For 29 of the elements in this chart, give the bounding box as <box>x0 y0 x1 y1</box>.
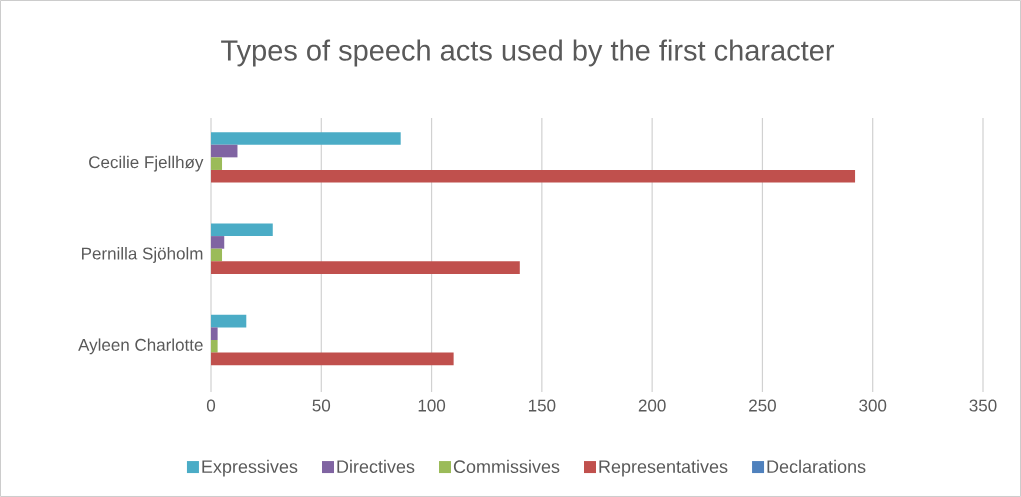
legend-label: Commissives <box>453 459 560 474</box>
y-tick-label: Ayleen Charlotte <box>78 338 203 355</box>
x-tick-label: 350 <box>969 399 997 412</box>
x-tick-label: 250 <box>749 399 776 412</box>
x-tick-label: 50 <box>312 399 331 412</box>
bar <box>211 327 218 341</box>
legend-label: Directives <box>337 459 415 474</box>
legend-label: Representatives <box>599 459 728 477</box>
bar <box>211 340 218 353</box>
y-tick-label: Pernilla Sjöholm <box>82 247 203 263</box>
chart-title: Types of speech acts used by the first character <box>221 39 835 67</box>
bar <box>211 157 223 170</box>
bar <box>211 236 225 249</box>
legend-label: Declarations <box>767 459 866 474</box>
x-tick-label: 0 <box>206 399 216 412</box>
bar <box>211 169 856 183</box>
bar <box>211 144 238 158</box>
bar <box>211 314 247 328</box>
x-tick-label: 300 <box>859 399 887 412</box>
bar <box>211 261 520 274</box>
y-tick-label: Cecilie Fjellhøy <box>89 155 204 172</box>
legend-label: Expressives <box>202 459 298 477</box>
x-tick-label: 100 <box>418 399 446 412</box>
bar <box>211 132 401 145</box>
bar <box>211 223 273 237</box>
x-tick-label: 150 <box>528 399 556 412</box>
bar <box>211 248 223 262</box>
bar <box>211 352 454 366</box>
x-tick-label: 200 <box>638 399 666 412</box>
